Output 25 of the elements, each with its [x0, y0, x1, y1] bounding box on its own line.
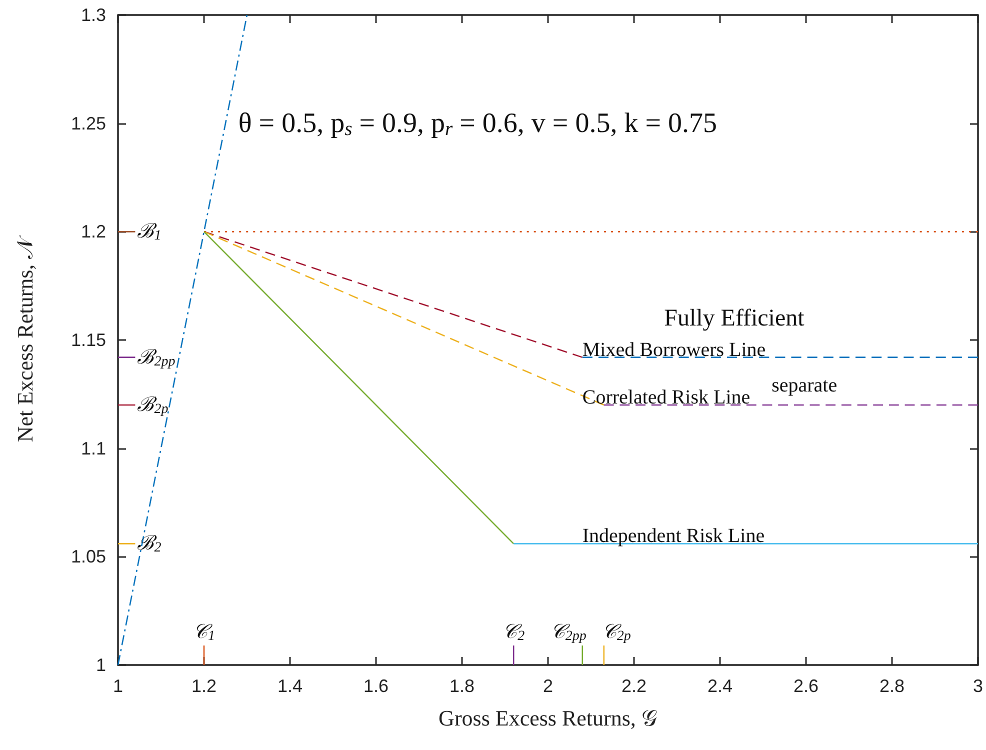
y-tick-label: 1 — [96, 655, 106, 675]
y-tick-label: 1.2 — [80, 222, 106, 242]
x-tick-label: 2.8 — [879, 676, 905, 696]
x-tick-label: 1.6 — [363, 676, 389, 696]
x-tick-label: 3 — [972, 676, 983, 696]
y-tick-label: 1.1 — [80, 438, 106, 458]
y-tick-label: 1.15 — [70, 330, 106, 350]
x-tick-label: 2 — [542, 676, 554, 696]
annotation: Correlated Risk Line — [582, 386, 750, 408]
y-tick-label: 1.05 — [70, 546, 106, 567]
x-tick-label: 2.6 — [793, 676, 819, 696]
x-tick-label: 1.4 — [277, 676, 303, 696]
x-tick-label: 1 — [112, 676, 124, 696]
y-tick-label: 1.25 — [70, 113, 106, 134]
x-tick-label: 1.8 — [449, 676, 475, 696]
x-axis-title: Gross Excess Returns, 𝒢 — [438, 706, 658, 730]
x-tick-label: 2.4 — [707, 676, 733, 696]
y-axis-title: Net Excess Returns, 𝒩 — [12, 234, 38, 442]
annotation: Mixed Borrowers Line — [582, 338, 766, 361]
annotation: separate — [772, 374, 838, 396]
x-tick-label: 2.2 — [621, 676, 647, 696]
annotation: Fully Efficient — [664, 305, 805, 332]
x-tick-label: 1.2 — [191, 676, 217, 696]
y-tick-label: 1.3 — [80, 5, 106, 25]
annotation: Independent Risk Line — [582, 525, 765, 548]
